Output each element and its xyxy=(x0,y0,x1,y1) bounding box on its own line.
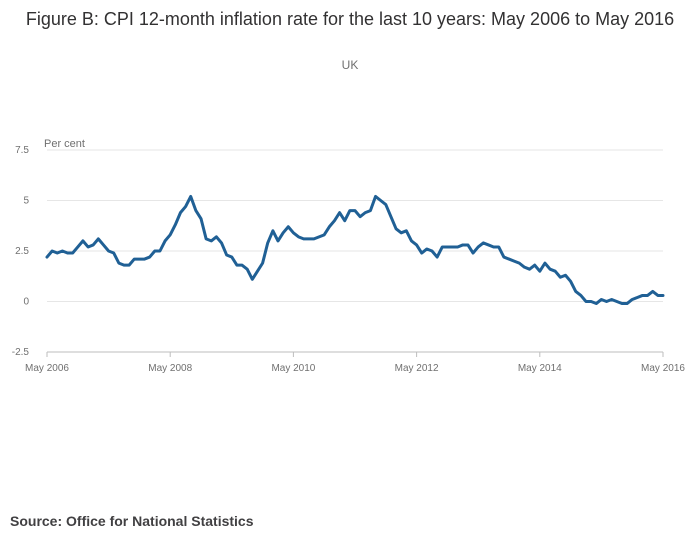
y-tick-label: 2.5 xyxy=(15,246,29,257)
source-note: Source: Office for National Statistics xyxy=(10,513,254,529)
y-tick-label: -2.5 xyxy=(12,347,30,358)
x-tick-label: May 2014 xyxy=(518,363,562,374)
y-tick-label: 0 xyxy=(23,297,29,308)
chart-title: Figure B: CPI 12-month inflation rate fo… xyxy=(25,9,675,29)
x-tick-label: May 2016 xyxy=(641,363,685,374)
y-tick-label: 7.5 xyxy=(15,145,29,156)
x-tick-label: May 2006 xyxy=(25,363,69,374)
x-axis: May 2006 May 2008 May 2010 May 2012 May 2014… xyxy=(25,351,685,374)
y-tick-label: 5 xyxy=(23,196,29,207)
series-line-cpi xyxy=(45,194,665,306)
y-axis-label: Per cent xyxy=(44,138,85,150)
chart-subtitle: UK xyxy=(341,58,359,72)
x-tick-label: May 2008 xyxy=(148,363,192,374)
grid-lines xyxy=(47,149,663,353)
x-tick-label: May 2012 xyxy=(395,363,439,374)
y-axis-ticks: 7.5 5 2.5 0 -2.5 xyxy=(12,145,30,358)
x-tick-label: May 2010 xyxy=(271,363,315,374)
